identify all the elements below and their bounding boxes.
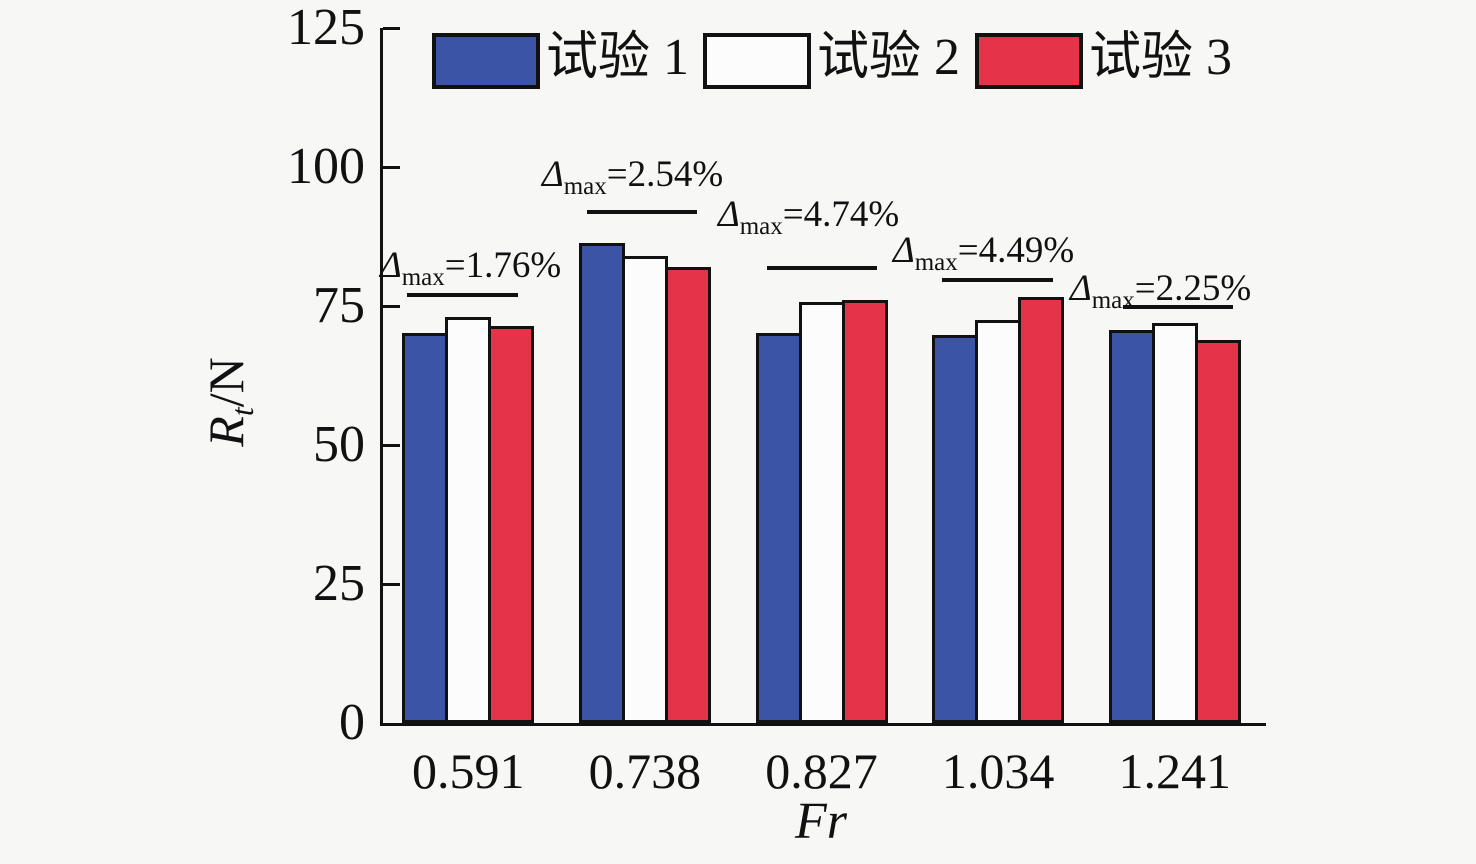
annotation-value: =4.49% bbox=[957, 230, 1075, 271]
bar-试验2-0.827 bbox=[798, 302, 845, 723]
y-tick-mark bbox=[383, 444, 400, 447]
x-axis-label-text: Fr bbox=[795, 793, 847, 850]
x-tick-label: 0.827 bbox=[765, 743, 878, 799]
bar-试验2-0.591 bbox=[445, 317, 492, 723]
delta-subscript: max bbox=[1091, 287, 1135, 314]
bar-试验3-1.241 bbox=[1194, 339, 1241, 723]
y-tick-label: 125 bbox=[287, 0, 365, 56]
bar-试验1-1.034 bbox=[932, 334, 979, 723]
bar-试验2-0.738 bbox=[621, 255, 668, 723]
bar-试验1-0.591 bbox=[402, 333, 449, 723]
bar-试验1-1.241 bbox=[1108, 329, 1155, 723]
y-tick-label: 50 bbox=[313, 416, 365, 473]
annotation-delta-max-1.034: Δmax=4.49% bbox=[893, 230, 1075, 276]
bar-试验2-1.034 bbox=[975, 320, 1022, 723]
delta-symbol: Δ bbox=[893, 230, 915, 271]
legend-label-2: 试验 2 bbox=[817, 29, 961, 86]
annotation-underline-1.241 bbox=[1123, 305, 1233, 309]
delta-symbol: Δ bbox=[1070, 268, 1092, 309]
annotation-value: =2.25% bbox=[1134, 268, 1252, 309]
legend-swatch-1 bbox=[432, 33, 540, 89]
bar-试验3-0.591 bbox=[488, 326, 535, 723]
bar-试验3-0.827 bbox=[841, 299, 888, 723]
bar-试验2-1.241 bbox=[1151, 323, 1198, 723]
delta-subscript: max bbox=[914, 249, 958, 276]
bar-试验1-0.827 bbox=[755, 333, 802, 723]
legend-label-3: 试验 3 bbox=[1089, 29, 1233, 86]
annotation-delta-max-0.738: Δmax=2.54% bbox=[542, 154, 724, 200]
bar-试验3-0.738 bbox=[664, 267, 711, 723]
annotation-delta-max-0.591: Δmax=1.76% bbox=[380, 245, 562, 291]
annotation-delta-max-0.827: Δmax=4.74% bbox=[718, 194, 900, 240]
y-tick-label: 100 bbox=[287, 138, 365, 195]
y-tick-label: 0 bbox=[339, 694, 365, 751]
x-tick-label: 1.241 bbox=[1118, 743, 1231, 799]
annotation-underline-1.034 bbox=[942, 278, 1053, 282]
y-axis-label: Rt/N bbox=[198, 302, 260, 502]
bar-试验3-1.034 bbox=[1018, 297, 1065, 723]
delta-symbol: Δ bbox=[542, 154, 564, 195]
x-tick-label: 1.034 bbox=[941, 743, 1055, 799]
annotation-value: =2.54% bbox=[606, 154, 724, 195]
ylabel-subscript: t bbox=[224, 407, 260, 417]
y-tick-label: 75 bbox=[313, 277, 365, 334]
legend-swatch-2 bbox=[703, 33, 811, 89]
annotation-underline-0.591 bbox=[407, 293, 518, 297]
y-tick-mark bbox=[383, 583, 400, 586]
annotation-underline-0.827 bbox=[767, 266, 877, 270]
x-tick-label: 0.738 bbox=[588, 743, 702, 799]
legend-swatch-3 bbox=[975, 33, 1083, 89]
ylabel-unit: /N bbox=[198, 357, 254, 408]
y-tick-label: 25 bbox=[313, 555, 365, 612]
delta-subscript: max bbox=[563, 173, 607, 200]
y-tick-mark bbox=[383, 27, 400, 30]
annotation-underline-0.738 bbox=[587, 210, 697, 214]
annotation-value: =4.74% bbox=[782, 194, 900, 235]
annotation-delta-max-1.241: Δmax=2.25% bbox=[1070, 268, 1252, 314]
y-tick-mark bbox=[383, 166, 400, 169]
delta-symbol: Δ bbox=[718, 194, 740, 235]
delta-symbol: Δ bbox=[380, 245, 402, 286]
y-tick-mark bbox=[383, 305, 400, 308]
delta-subscript: max bbox=[401, 264, 445, 291]
legend-label-1: 试验 1 bbox=[546, 29, 690, 86]
x-tick-label: 0.591 bbox=[412, 743, 525, 799]
x-axis-label: Fr bbox=[721, 794, 921, 850]
bar-试验1-0.738 bbox=[578, 243, 625, 723]
annotation-value: =1.76% bbox=[444, 245, 562, 286]
delta-subscript: max bbox=[739, 213, 783, 240]
